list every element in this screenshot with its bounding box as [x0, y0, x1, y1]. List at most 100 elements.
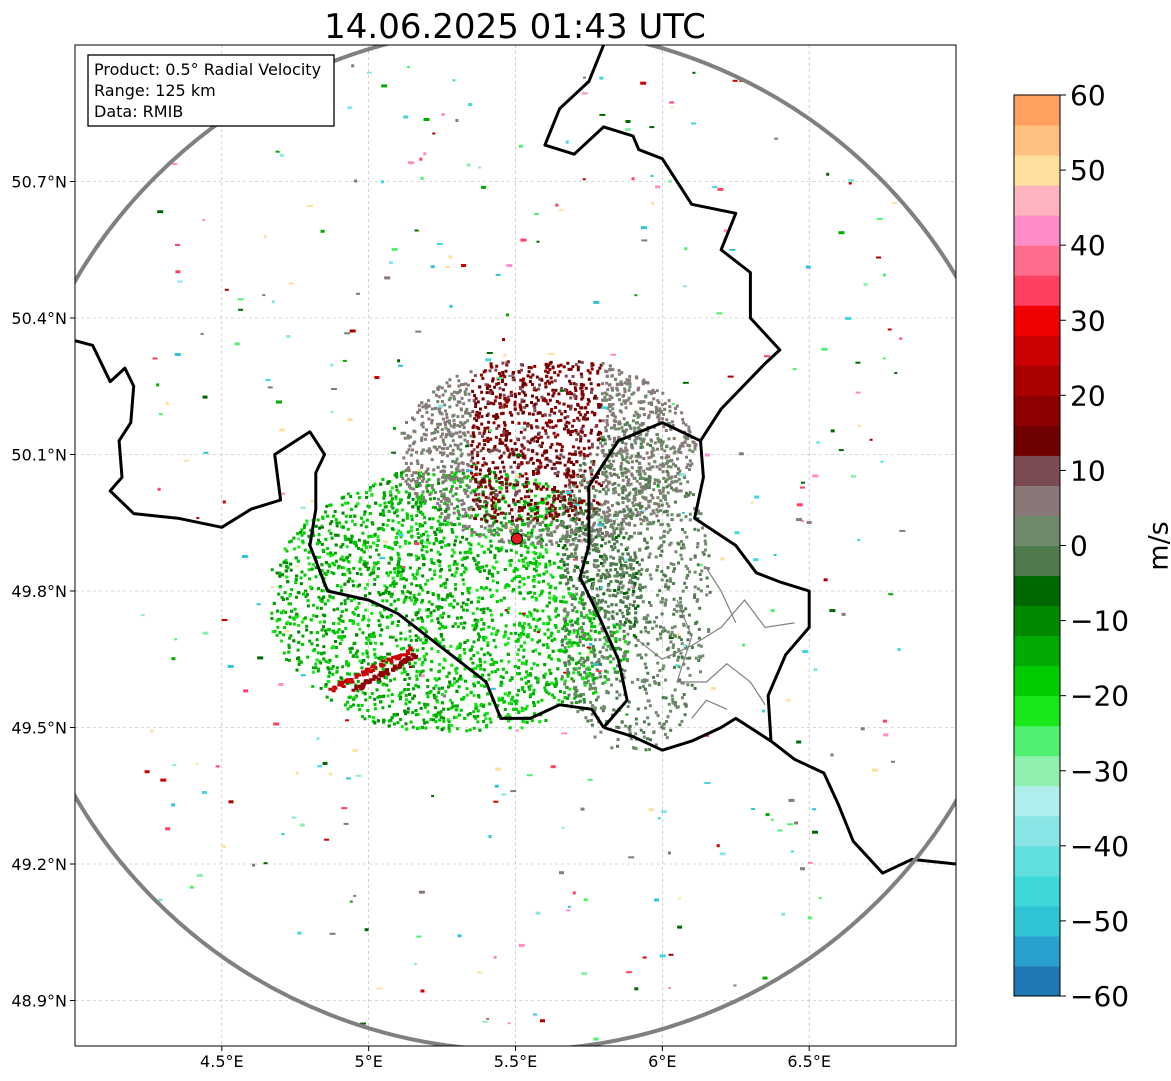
- echo-cell: [607, 540, 611, 544]
- echo-cell: [521, 380, 525, 384]
- echo-cell: [622, 657, 626, 661]
- echo-cell: [326, 514, 330, 518]
- echo-cell: [470, 450, 474, 454]
- echo-cell: [687, 425, 691, 429]
- echo-cell: [388, 719, 391, 723]
- echo-cell: [353, 523, 357, 527]
- echo-cell: [565, 623, 569, 626]
- echo-cell: [398, 697, 402, 701]
- echo-cell: [515, 448, 519, 452]
- echo-cell: [472, 433, 476, 437]
- echo-cell: [487, 448, 490, 452]
- echo-cell: [372, 484, 375, 488]
- echo-cell: [500, 528, 503, 532]
- echo-cell: [426, 695, 430, 699]
- echo-cell: [443, 465, 447, 469]
- echo-cell: [413, 440, 417, 444]
- echo-cell: [627, 514, 631, 518]
- echo-cell: [517, 559, 521, 563]
- echo-cell: [535, 598, 538, 602]
- echo-cell: [418, 482, 421, 485]
- echo-cell: [467, 541, 471, 545]
- echo-cell: [369, 632, 373, 636]
- echo-cell: [426, 538, 429, 542]
- echo-cell: [553, 379, 557, 383]
- echo-cell: [551, 693, 555, 697]
- echo-cell: [499, 598, 503, 602]
- echo-cell: [422, 472, 425, 476]
- echo-cell: [467, 525, 471, 528]
- echo-cell: [548, 668, 552, 672]
- echo-cell: [580, 614, 583, 618]
- echo-cell: [592, 617, 596, 621]
- echo-cell: [320, 563, 324, 567]
- echo-cell: [495, 493, 499, 497]
- echo-cell: [556, 552, 560, 556]
- echo-cell: [463, 557, 467, 561]
- echo-cell: [612, 631, 616, 635]
- echo-cell: [431, 517, 435, 521]
- echo-cell: [553, 684, 557, 688]
- echo-cell: [508, 453, 512, 457]
- echo-cell: [531, 649, 535, 653]
- echo-cell: [491, 392, 495, 395]
- echo-cell: [506, 477, 510, 481]
- echo-cell: [483, 369, 487, 373]
- echo-cell: [523, 505, 526, 509]
- echo-cell: [443, 659, 447, 662]
- echo-cell: [344, 538, 348, 542]
- echo-cell: [521, 661, 525, 665]
- echo-cell: [545, 683, 548, 687]
- echo-cell: [533, 516, 537, 520]
- echo-cell: [373, 707, 377, 711]
- echo-cell: [617, 435, 621, 439]
- echo-cell: [299, 660, 303, 664]
- echo-cell: [620, 556, 624, 560]
- echo-cell: [549, 459, 553, 463]
- echo-cell: [476, 709, 480, 713]
- echo-cell: [353, 514, 357, 518]
- echo-cell: [382, 592, 385, 595]
- echo-cell: [348, 577, 352, 581]
- echo-cell: [347, 664, 350, 668]
- echo-cell: [505, 671, 508, 674]
- echo-cell: [541, 555, 545, 559]
- echo-cell: [452, 574, 456, 578]
- echo-cell: [521, 560, 525, 564]
- echo-cell: [512, 500, 516, 504]
- echo-cell: [450, 663, 454, 667]
- echo-cell: [426, 590, 430, 594]
- echo-cell: [436, 430, 440, 434]
- echo-cell: [516, 672, 520, 676]
- echo-cell: [540, 514, 544, 518]
- echo-cell: [509, 451, 513, 455]
- echo-cell: [408, 662, 412, 666]
- echo-cell: [604, 429, 608, 432]
- echo-cell: [372, 565, 376, 569]
- echo-cell: [493, 444, 497, 448]
- echo-cell: [647, 390, 651, 394]
- echo-cell: [531, 518, 535, 522]
- echo-cell: [462, 402, 466, 406]
- echo-cell: [488, 450, 492, 454]
- echo-cell: [600, 531, 604, 535]
- echo-cell: [591, 462, 595, 466]
- echo-cell: [436, 527, 440, 531]
- echo-cell: [514, 701, 518, 705]
- echo-cell: [502, 465, 506, 469]
- echo-cell: [367, 714, 371, 718]
- echo-cell: [598, 520, 602, 524]
- echo-cell: [509, 559, 513, 562]
- echo-cell: [442, 473, 446, 477]
- echo-cell: [590, 526, 594, 530]
- echo-cell: [615, 630, 619, 634]
- echo-cell: [434, 713, 438, 717]
- echo-cell: [332, 572, 336, 576]
- echo-cell: [586, 666, 590, 670]
- echo-cell: [605, 610, 609, 614]
- echo-cell: [632, 634, 636, 638]
- echo-cell: [518, 472, 522, 476]
- echo-cell: [592, 691, 596, 695]
- echo-cell: [488, 528, 492, 532]
- echo-cell: [287, 658, 291, 662]
